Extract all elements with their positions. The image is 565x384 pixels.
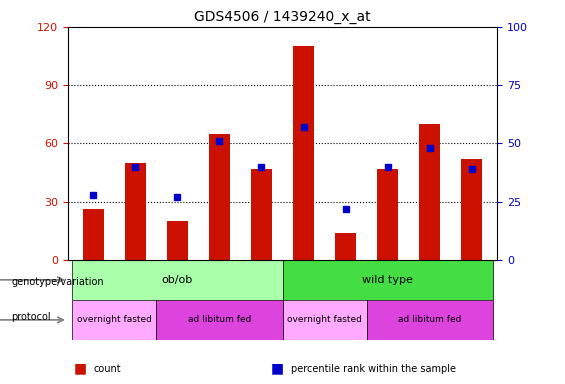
FancyBboxPatch shape [282, 300, 367, 340]
FancyBboxPatch shape [72, 260, 282, 300]
Bar [335, 233, 356, 260]
Text: ■: ■ [271, 362, 284, 376]
Text: genotype/variation: genotype/variation [11, 277, 104, 287]
Title: GDS4506 / 1439240_x_at: GDS4506 / 1439240_x_at [194, 10, 371, 25]
FancyBboxPatch shape [367, 300, 493, 340]
Bar [125, 163, 146, 260]
Bar [82, 209, 103, 260]
Bar [209, 134, 230, 260]
FancyBboxPatch shape [72, 300, 156, 340]
Text: ■: ■ [73, 362, 86, 376]
Text: wild type: wild type [362, 275, 413, 285]
Text: overnight fasted: overnight fasted [77, 315, 151, 324]
Text: protocol: protocol [11, 312, 51, 322]
Bar [251, 169, 272, 260]
Text: overnight fasted: overnight fasted [287, 315, 362, 324]
Bar [419, 124, 440, 260]
Text: count: count [93, 364, 121, 374]
FancyBboxPatch shape [156, 300, 282, 340]
FancyBboxPatch shape [282, 260, 493, 300]
Bar [462, 159, 483, 260]
Bar [377, 169, 398, 260]
Text: ob/ob: ob/ob [162, 275, 193, 285]
Bar [167, 221, 188, 260]
Bar [293, 46, 314, 260]
Text: ad libitum fed: ad libitum fed [188, 315, 251, 324]
Text: ad libitum fed: ad libitum fed [398, 315, 462, 324]
Text: percentile rank within the sample: percentile rank within the sample [291, 364, 456, 374]
